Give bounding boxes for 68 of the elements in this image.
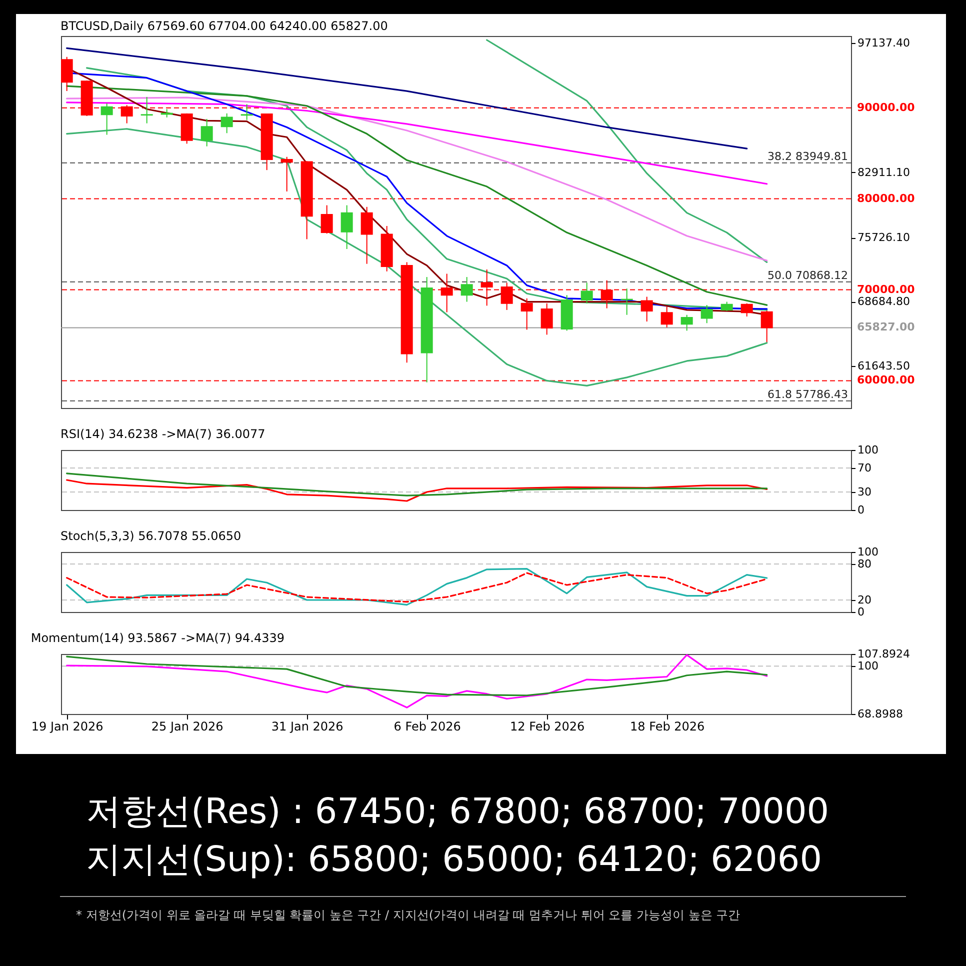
line-series [66,96,768,262]
ref-line-label: 90000.00 [857,100,916,114]
y-tick-label: 75726.10 [858,231,910,244]
candlestick [540,302,553,336]
candlestick [320,204,333,234]
text: 지지선(Sup): 65800; 65000; 64120; 62060 [85,839,823,882]
candlestick [340,204,353,250]
line-series [486,39,768,263]
candlestick [220,112,233,134]
x-tick-label: 25 Jan 2026 [151,720,224,734]
line-series [66,102,768,185]
chart-title: RSI(14) 34.6238 ->MA(7) 36.0077 [60,427,266,441]
candlestick [660,306,673,328]
chart-title: Momentum(14) 93.5867 ->MA(7) 94.4339 [30,631,285,645]
candlestick [460,276,473,302]
line-series [66,472,768,496]
line-series [66,479,768,502]
text: 저항선(Res) : 67450; 67800; 68700; 70000 [85,791,830,834]
candlestick [720,301,733,312]
candlestick [620,288,633,316]
line-series [66,656,768,696]
text: * 저항선(가격이 위로 올라갈 때 부딪힐 확률이 높은 구간 / 지지선(가격이 내려갈 때 멈추거나 튀어 오를 가능성이 높은 구간 [75,907,742,924]
y-tick-label: 100 [858,444,878,456]
y-tick-label: 68.8988 [858,708,903,720]
candlestick [280,156,293,192]
candlestick [580,282,593,304]
y-tick-label: 97137.40 [858,36,910,50]
y-tick-label: 70 [858,462,872,474]
candlestick [640,296,653,322]
candlestick [760,310,773,343]
y-tick-label: 68684.80 [858,295,910,308]
ref-line-label: 60000.00 [857,374,916,387]
ref-line-label: 38.2 83949.81 [768,150,848,163]
chart-title: BTCUSD,Daily 67569.60 67704.00 64240.00 65827.00 [60,19,388,33]
y-tick-label: 80 [858,558,872,570]
y-tick-label: 0 [858,504,864,516]
ref-line-label: 70000.00 [857,282,916,296]
x-tick-label: 31 Jan 2026 [271,720,344,734]
ref-line-label: 80000.00 [857,192,916,205]
candlestick [100,102,113,136]
y-tick-label: 0 [858,606,864,618]
y-tick-label: 30 [858,486,872,498]
ref-line-label: 61.8 57786.43 [768,388,848,401]
ref-line-label: 65827.00 [857,320,916,334]
candlestick [61,56,73,92]
candlestick [140,96,153,124]
line-series [66,47,748,150]
y-tick-label: 61643.50 [858,359,910,372]
candlestick [680,314,693,332]
ref-line-label: 50.0 70868.12 [768,268,848,282]
candlestick [360,206,373,264]
y-tick-label: 20 [858,594,872,606]
y-tick-label: 100 [858,546,878,558]
candlestick [700,304,713,324]
y-tick-label: 100 [858,660,878,673]
candlestick [520,298,533,330]
y-tick-label: 107.8924 [858,648,910,660]
candlestick [740,302,753,317]
line-series [66,128,768,387]
x-tick-label: 6 Feb 2026 [394,720,461,734]
candlestick [240,104,253,120]
candlestick [200,118,213,147]
line-series [66,654,768,708]
x-tick-label: 19 Jan 2026 [31,720,104,734]
chart-title: Stoch(5,3,3) 56.7078 55.0650 [60,529,242,543]
x-tick-label: 12 Feb 2026 [510,720,585,734]
y-tick-label: 82911.10 [858,166,910,179]
x-tick-label: 18 Feb 2026 [630,720,705,734]
